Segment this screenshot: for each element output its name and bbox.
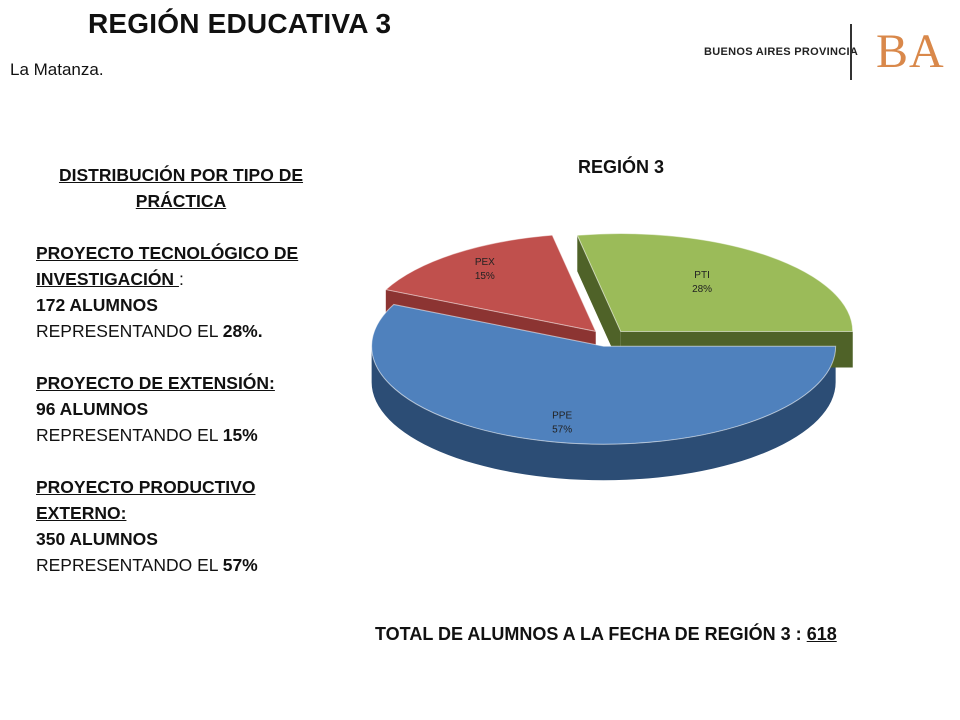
total-value: 618 bbox=[806, 624, 837, 644]
brand-text: BUENOS AIRES PROVINCIA bbox=[704, 46, 859, 58]
item-pti-name-line1: PROYECTO TECNOLÓGICO DE bbox=[36, 243, 299, 263]
item-pex-rep-value: 15% bbox=[222, 425, 258, 445]
item-pti-name-suffix: : bbox=[178, 269, 184, 289]
pie-label-pti: PTI bbox=[694, 270, 710, 281]
item-ppe: PROYECTO PRODUCTIVO EXTERNO: 350 ALUMNOS… bbox=[36, 474, 336, 578]
pie-value-pex: 15% bbox=[475, 271, 495, 282]
pie-value-pti: 28% bbox=[692, 284, 712, 295]
item-pex: PROYECTO DE EXTENSIÓN: 96 ALUMNOS REPRES… bbox=[36, 370, 336, 448]
pie-slice-pti bbox=[576, 233, 854, 333]
pie-label-pex: PEX bbox=[475, 257, 495, 268]
pie-slice-ppe bbox=[371, 303, 837, 445]
page-subtitle: La Matanza. bbox=[10, 60, 104, 79]
item-pti-name-line2: INVESTIGACIÓN bbox=[36, 269, 179, 289]
pie-value-ppe: 57% bbox=[552, 425, 572, 436]
brand-logo: BA bbox=[876, 25, 945, 78]
item-pti: PROYECTO TECNOLÓGICO DE INVESTIGACIÓN : … bbox=[36, 240, 336, 344]
total-line: TOTAL DE ALUMNOS A LA FECHA DE REGIÓN 3 … bbox=[375, 624, 837, 645]
page-title: REGIÓN EDUCATIVA 3 bbox=[88, 8, 392, 39]
total-label: TOTAL DE ALUMNOS A LA FECHA DE REGIÓN 3 … bbox=[375, 624, 807, 644]
brand-divider bbox=[850, 24, 852, 80]
item-ppe-name-line2: EXTERNO: bbox=[36, 503, 127, 523]
panel-heading-line2: PRÁCTICA bbox=[135, 191, 227, 211]
panel-heading-line1: DISTRIBUCIÓN POR TIPO DE bbox=[58, 165, 304, 185]
pie-slice-wall-pti-0 bbox=[577, 235, 621, 368]
item-ppe-count: 350 ALUMNOS bbox=[36, 529, 158, 549]
pie-chart: PPE 57% PEX 15% PTI 28% bbox=[371, 233, 854, 481]
item-pti-rep-value: 28%. bbox=[222, 321, 263, 341]
item-pti-rep-prefix: REPRESENTANDO EL bbox=[36, 321, 223, 341]
panel-heading: DISTRIBUCIÓN POR TIPO DE PRÁCTICA bbox=[36, 162, 326, 214]
pie-slice-side-ppe bbox=[371, 346, 836, 481]
item-pti-count: 172 ALUMNOS bbox=[36, 295, 158, 315]
pie-slice-pex bbox=[384, 234, 597, 333]
item-pex-count: 96 ALUMNOS bbox=[36, 399, 149, 419]
brand-block: BUENOS AIRES PROVINCIA BA bbox=[704, 22, 944, 82]
distribution-panel: DISTRIBUCIÓN POR TIPO DE PRÁCTICA PROYEC… bbox=[36, 162, 336, 578]
pie-label-ppe: PPE bbox=[552, 411, 572, 422]
item-pex-rep-prefix: REPRESENTANDO EL bbox=[36, 425, 223, 445]
item-ppe-name-line1: PROYECTO PRODUCTIVO bbox=[36, 477, 256, 497]
item-ppe-rep-value: 57% bbox=[222, 555, 258, 575]
item-pex-name-line1: PROYECTO DE EXTENSIÓN: bbox=[36, 373, 275, 393]
chart-title: REGIÓN 3 bbox=[578, 157, 665, 177]
item-ppe-rep-prefix: REPRESENTANDO EL bbox=[36, 555, 223, 575]
